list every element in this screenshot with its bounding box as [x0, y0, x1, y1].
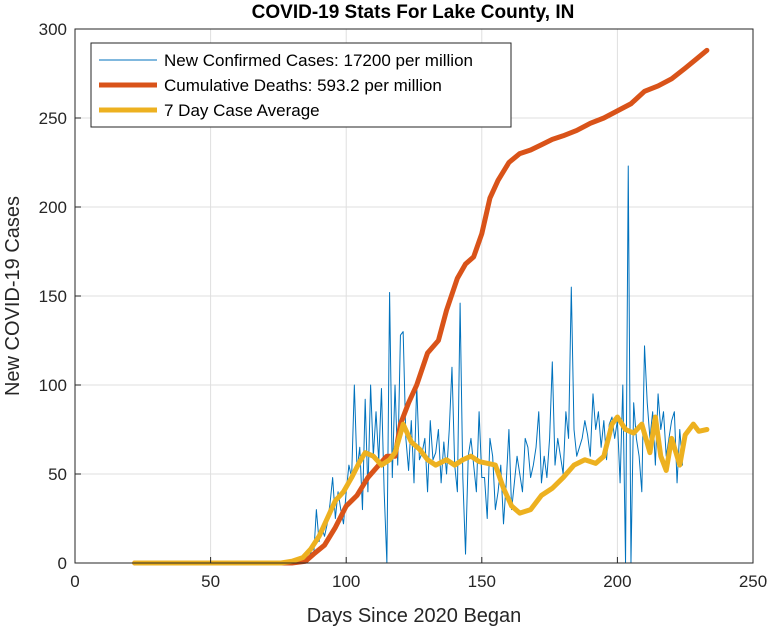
x-axis-title: Days Since 2020 Began: [307, 605, 522, 627]
legend-label-new-cases: New Confirmed Cases: 17200 per million: [164, 51, 473, 70]
x-tick-label: 250: [739, 572, 767, 591]
legend-box: [90, 42, 512, 128]
x-axis-ticks: 0 50 100 150 200 250: [70, 557, 767, 591]
y-tick-label: 0: [58, 554, 67, 573]
x-tick-label: 200: [603, 572, 631, 591]
chart-title: COVID-19 Stats For Lake County, IN: [252, 2, 575, 23]
grid-lines: [75, 29, 753, 563]
series-7-day-average-line: [132, 414, 710, 566]
legend-label-average: 7 Day Case Average: [164, 101, 320, 120]
y-tick-label: 200: [39, 198, 67, 217]
legend: New Confirmed Cases: 17200 per million C…: [90, 42, 512, 128]
x-tick-label: 150: [468, 572, 496, 591]
legend-label-deaths: Cumulative Deaths: 593.2 per million: [164, 76, 442, 95]
y-tick-label: 250: [39, 109, 67, 128]
y-axis-title: New COVID-19 Cases: [2, 196, 24, 396]
y-tick-label: 150: [39, 287, 67, 306]
series-cumulative-deaths-line: [132, 47, 710, 566]
x-tick-label: 100: [332, 572, 360, 591]
x-tick-label: 0: [70, 572, 79, 591]
y-tick-label: 50: [48, 465, 67, 484]
y-tick-label: 100: [39, 376, 67, 395]
y-axis-ticks: 0 50 100 150 200 250 300: [39, 20, 81, 573]
y-tick-label: 300: [39, 20, 67, 39]
x-tick-label: 50: [201, 572, 220, 591]
